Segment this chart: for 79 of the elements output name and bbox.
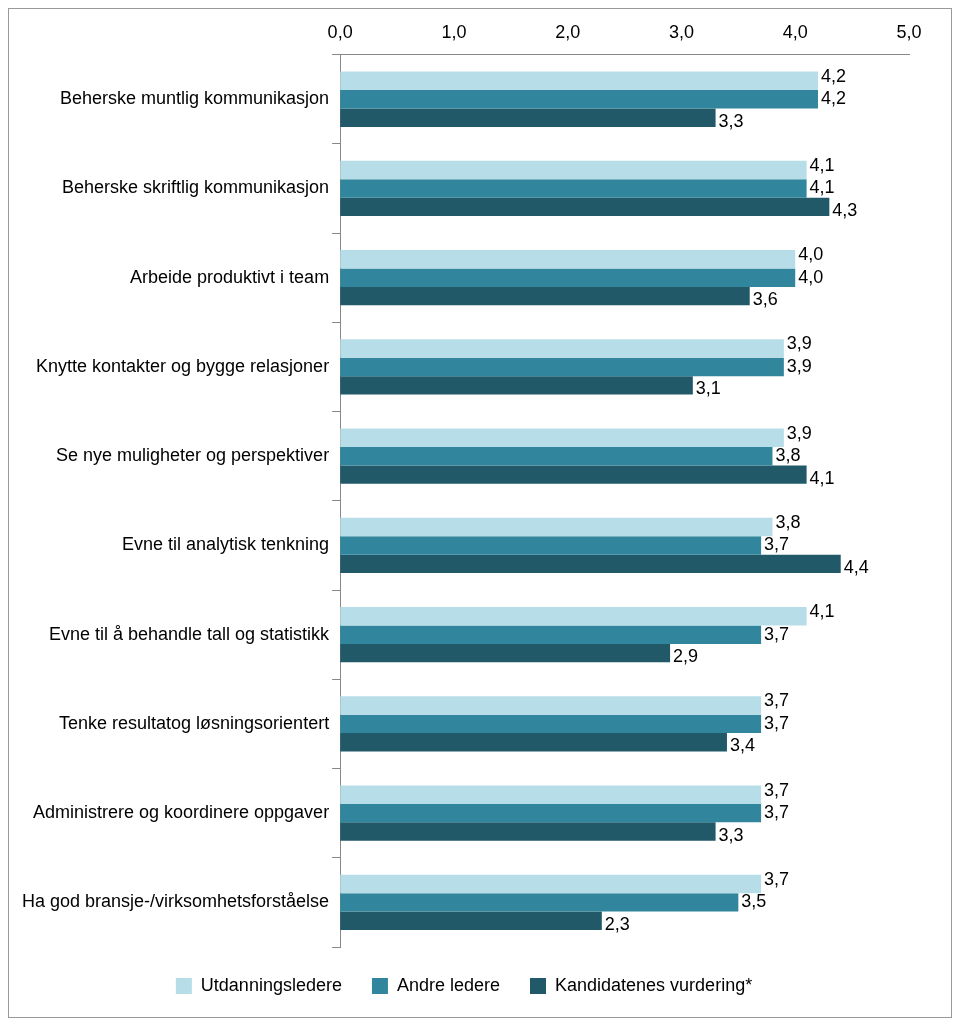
data-label: 3,7 bbox=[764, 690, 790, 711]
y-tick-label: Knytte kontakter og bygge relasjoner bbox=[35, 355, 330, 376]
legend-label: Kandidatenes vurdering* bbox=[555, 974, 753, 995]
bar bbox=[340, 696, 762, 715]
legend-label: Utdanningsledere bbox=[200, 974, 342, 995]
data-label: 4,0 bbox=[798, 244, 824, 265]
bar bbox=[340, 625, 762, 644]
y-tick-label: Tenke resultatog løsningsorientert bbox=[58, 712, 330, 733]
data-label: 3,1 bbox=[695, 378, 721, 399]
bar bbox=[340, 250, 796, 269]
data-label: 4,1 bbox=[809, 601, 835, 622]
data-label: 3,7 bbox=[764, 868, 790, 889]
data-label: 2,3 bbox=[604, 913, 630, 934]
bar bbox=[340, 607, 807, 626]
data-label: 3,3 bbox=[718, 110, 744, 131]
data-label: 3,9 bbox=[786, 422, 812, 443]
data-label: 3,9 bbox=[786, 333, 812, 354]
bar bbox=[340, 803, 762, 823]
x-tick-label: 4,0 bbox=[782, 21, 808, 42]
bar bbox=[340, 874, 762, 894]
x-tick-label: 3,0 bbox=[668, 21, 694, 42]
bar bbox=[340, 822, 716, 841]
bar bbox=[340, 643, 671, 663]
data-label: 3,7 bbox=[764, 779, 790, 800]
data-label: 3,8 bbox=[775, 511, 801, 532]
bar bbox=[340, 376, 693, 395]
data-label: 4,1 bbox=[809, 177, 835, 198]
x-tick-label: 0,0 bbox=[327, 21, 353, 42]
bar bbox=[340, 197, 830, 217]
data-label: 2,9 bbox=[673, 646, 699, 667]
bar bbox=[340, 465, 807, 484]
bar bbox=[340, 536, 762, 555]
bar bbox=[340, 160, 807, 180]
y-tick-label: Evne til å behandle tall og statistikk bbox=[48, 623, 331, 644]
legend-label: Andre ledere bbox=[396, 974, 501, 995]
bar bbox=[340, 893, 739, 912]
y-tick-label: Beherske muntlig kommunikasjon bbox=[60, 88, 330, 109]
bar bbox=[340, 911, 602, 931]
x-tick-label: 5,0 bbox=[896, 21, 922, 42]
data-label: 3,9 bbox=[786, 355, 812, 376]
data-label: 4,1 bbox=[809, 467, 835, 488]
bar bbox=[340, 357, 784, 377]
data-label: 3,7 bbox=[764, 712, 790, 733]
bar bbox=[340, 339, 784, 358]
y-tick-label: Administrere og koordinere oppgaver bbox=[32, 802, 330, 823]
data-label: 3,5 bbox=[741, 891, 767, 912]
x-tick-label: 1,0 bbox=[441, 21, 467, 42]
bar bbox=[340, 714, 762, 734]
bar bbox=[340, 517, 773, 537]
data-label: 3,8 bbox=[775, 445, 801, 466]
bar bbox=[340, 733, 727, 752]
data-label: 3,7 bbox=[764, 534, 790, 555]
data-label: 4,4 bbox=[843, 556, 869, 577]
bar bbox=[340, 554, 841, 574]
data-label: 3,7 bbox=[764, 802, 790, 823]
data-label: 3,7 bbox=[764, 623, 790, 644]
bar bbox=[340, 286, 750, 306]
data-label: 4,2 bbox=[820, 65, 847, 86]
y-tick-label: Evne til analytisk tenkning bbox=[122, 534, 330, 555]
bar bbox=[340, 108, 716, 127]
bar bbox=[340, 428, 784, 447]
bar bbox=[340, 785, 762, 804]
data-label: 3,6 bbox=[752, 289, 778, 310]
data-label: 4,3 bbox=[832, 199, 858, 220]
bar bbox=[340, 90, 818, 109]
y-tick-label: Ha god bransje-/virksomhetsforståelse bbox=[21, 891, 330, 912]
y-tick-label: Arbeide produktivt i team bbox=[130, 266, 330, 287]
y-tick-label: Se nye muligheter og perspektiver bbox=[55, 445, 330, 466]
x-tick-label: 2,0 bbox=[555, 21, 581, 42]
bar bbox=[340, 179, 807, 198]
data-label: 4,1 bbox=[809, 154, 835, 175]
data-label: 3,4 bbox=[729, 735, 755, 756]
bar bbox=[340, 71, 818, 90]
data-label: 4,2 bbox=[820, 88, 847, 109]
bar bbox=[340, 446, 773, 466]
data-label: 3,3 bbox=[718, 824, 744, 845]
bar bbox=[340, 268, 796, 287]
data-label: 4,0 bbox=[798, 266, 824, 287]
y-tick-label: Beherske skriftlig kommunikasjon bbox=[62, 177, 330, 198]
